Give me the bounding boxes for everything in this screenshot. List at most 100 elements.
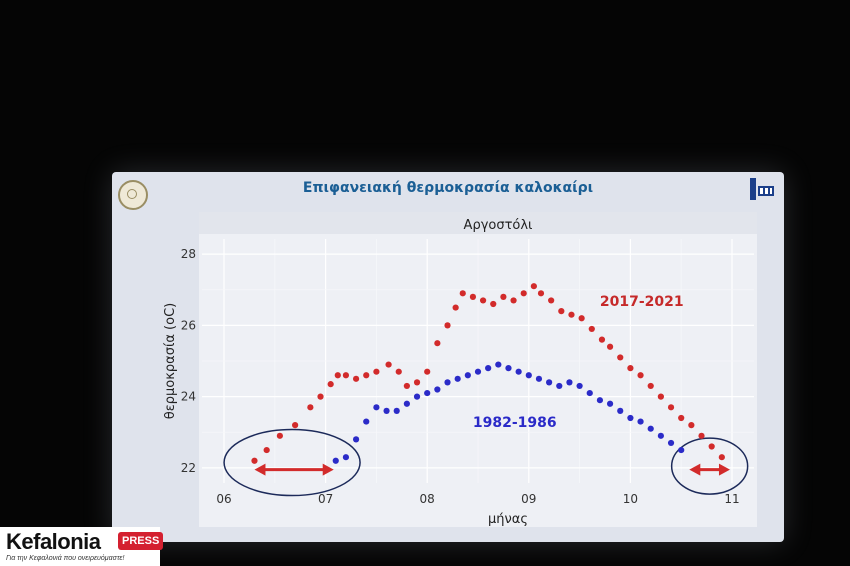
kefalonia-press-watermark: Kefalonia PRESS Για την Κεφαλονιά που ον… [0, 527, 164, 566]
point-2017-2021 [520, 290, 527, 297]
brand-tagline: Για την Κεφαλονιά που ονειρευόμαστε! [6, 555, 125, 562]
chart-title: Αργοστόλι [464, 218, 533, 233]
point-2017-2021 [688, 422, 695, 429]
point-1982-1986 [617, 407, 624, 414]
point-1982-1986 [546, 379, 553, 386]
point-1982-1986 [657, 432, 664, 439]
point-2017-2021 [537, 290, 545, 297]
point-2017-2021 [558, 308, 565, 315]
point-1982-1986 [586, 389, 593, 397]
x-axis-label: μήνας [488, 512, 528, 527]
point-1982-1986 [413, 393, 421, 400]
y-tick-label: 24 [181, 390, 196, 404]
series-label-2017-2021: 2017-2021 [600, 294, 684, 310]
x-tick-label: 06 [216, 492, 231, 506]
point-2017-2021 [403, 382, 410, 390]
point-1982-1986 [474, 368, 482, 375]
point-2017-2021 [452, 304, 459, 311]
point-2017-2021 [413, 379, 421, 386]
point-1982-1986 [667, 439, 675, 447]
point-2017-2021 [469, 293, 477, 300]
point-2017-2021 [718, 454, 725, 461]
point-1982-1986 [332, 457, 339, 464]
point-2017-2021 [578, 315, 585, 322]
y-axis-label: θερμοκρασία (oC) [163, 303, 178, 419]
double-arrow-june [254, 463, 334, 476]
point-1982-1986 [596, 397, 604, 404]
university-seal-icon [118, 180, 148, 210]
point-2017-2021 [598, 336, 606, 343]
point-2017-2021 [667, 404, 675, 411]
point-1982-1986 [495, 361, 502, 368]
temperature-chart: Αργοστόλι μήνας θερμοκρασία (oC) 2017-20… [163, 212, 757, 527]
x-tick-label: 09 [521, 492, 536, 506]
point-1982-1986 [566, 379, 573, 386]
point-1982-1986 [647, 425, 654, 432]
point-1982-1986 [637, 418, 644, 425]
point-2017-2021 [292, 422, 299, 429]
point-2017-2021 [490, 300, 497, 308]
y-tick-label: 26 [181, 318, 196, 332]
point-2017-2021 [385, 361, 392, 368]
point-1982-1986 [576, 382, 583, 390]
point-1982-1986 [678, 446, 685, 454]
point-2017-2021 [276, 432, 283, 439]
point-2017-2021 [479, 297, 487, 304]
point-1982-1986 [342, 454, 350, 461]
point-1982-1986 [393, 407, 400, 414]
point-2017-2021 [263, 446, 270, 454]
point-2017-2021 [317, 393, 324, 400]
point-2017-2021 [363, 372, 370, 379]
point-2017-2021 [500, 293, 507, 300]
point-1982-1986 [505, 365, 512, 372]
point-1982-1986 [434, 386, 441, 393]
point-2017-2021 [548, 297, 555, 304]
panel-strip [199, 212, 757, 234]
point-1982-1986 [454, 375, 461, 382]
point-2017-2021 [617, 354, 624, 361]
x-tick-label: 10 [623, 492, 638, 506]
point-1982-1986 [627, 414, 634, 422]
point-2017-2021 [568, 311, 575, 318]
x-tick-label: 08 [420, 492, 435, 506]
point-1982-1986 [383, 407, 390, 414]
x-tick-label: 11 [724, 492, 739, 506]
highlight-ellipse-june [223, 428, 361, 497]
brand-name: Kefalonia [6, 529, 101, 554]
point-1982-1986 [525, 372, 532, 379]
point-2017-2021 [373, 368, 380, 375]
point-2017-2021 [588, 325, 595, 333]
point-2017-2021 [708, 443, 715, 450]
point-1982-1986 [485, 365, 492, 372]
point-2017-2021 [637, 372, 644, 379]
point-2017-2021 [342, 372, 350, 379]
point-2017-2021 [510, 297, 517, 304]
point-1982-1986 [373, 404, 380, 411]
point-1982-1986 [464, 372, 471, 379]
chart-grid [202, 239, 754, 483]
point-1982-1986 [606, 400, 614, 407]
double-arrow-october [689, 463, 730, 476]
point-2017-2021 [459, 290, 466, 297]
point-2017-2021 [307, 404, 314, 411]
brand-badge: PRESS [118, 532, 164, 550]
point-2017-2021 [334, 372, 341, 379]
point-2017-2021 [352, 375, 360, 382]
point-2017-2021 [395, 368, 402, 375]
institute-logo-icon [750, 178, 774, 200]
point-1982-1986 [424, 389, 431, 397]
point-1982-1986 [444, 379, 451, 386]
point-2017-2021 [657, 393, 664, 400]
point-1982-1986 [363, 418, 370, 425]
highlight-ellipse-october [670, 437, 749, 495]
point-2017-2021 [698, 432, 705, 439]
point-1982-1986 [403, 400, 410, 407]
point-1982-1986 [556, 382, 563, 390]
y-tick-label: 28 [181, 247, 196, 261]
y-tick-label: 22 [181, 461, 196, 475]
point-2017-2021 [434, 340, 441, 347]
point-1982-1986 [535, 375, 543, 382]
point-2017-2021 [678, 414, 685, 422]
point-2017-2021 [424, 368, 431, 375]
x-tick-label: 07 [318, 492, 333, 506]
